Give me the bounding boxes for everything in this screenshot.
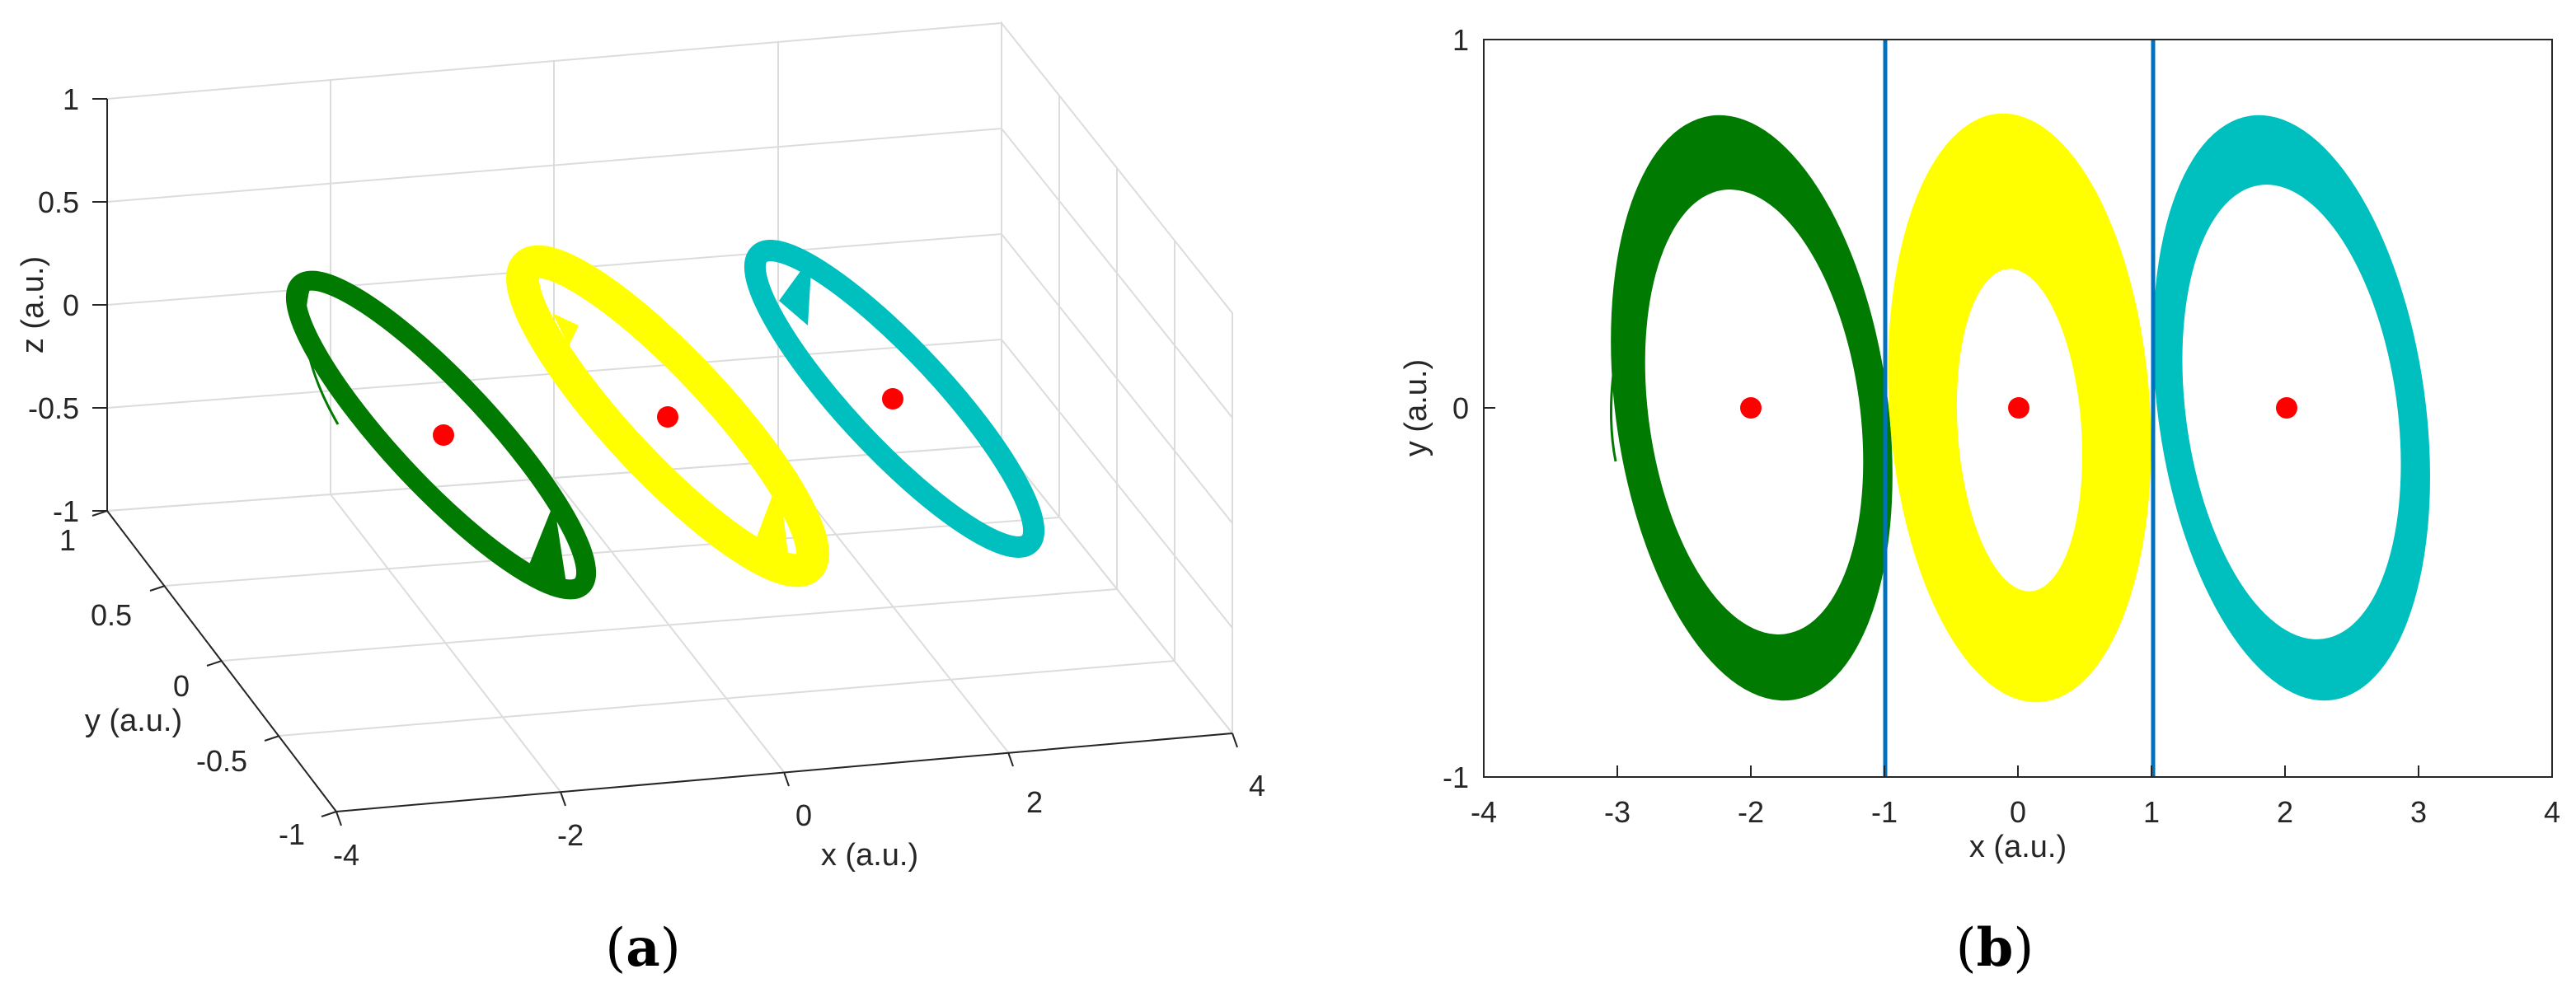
x-tick-label: 0 — [795, 798, 812, 832]
z-axis-label: z (a.u.) — [16, 256, 50, 353]
panel-a: 1 0.5 0 -0.5 -1 z (a.u.) 1 0.5 0 -0.5 -1… — [16, 21, 1265, 979]
z-tick-label: -1 — [53, 494, 79, 528]
equilibrium-point — [657, 406, 678, 428]
equilibrium-point — [882, 388, 903, 410]
x-tick-label: 2 — [2277, 795, 2293, 829]
y-tick-label: 0.5 — [91, 598, 132, 632]
panel-b: -4 -3 -2 -1 0 1 2 3 4 x (a.u.) 1 0 -1 y … — [1399, 23, 2560, 979]
y-tick-label: 1 — [59, 523, 76, 557]
y-axis-label: y (a.u.) — [1399, 359, 1433, 456]
x-tick-label: -3 — [1604, 795, 1631, 829]
y-tick-label: 1 — [1452, 23, 1469, 57]
y-axis-label: y (a.u.) — [85, 704, 182, 738]
panel-b-y-ticks: 1 0 -1 — [1443, 23, 1469, 794]
y-tick-label: -1 — [279, 817, 305, 851]
x-tick-label: -4 — [333, 838, 359, 872]
panel-b-equilibria — [1740, 397, 2297, 419]
panel-b-x-ticks: -4 -3 -2 -1 0 1 2 3 4 — [1471, 795, 2560, 829]
equilibrium-point — [2008, 397, 2029, 419]
x-tick-label: -4 — [1471, 795, 1497, 829]
x-axis-label: x (a.u.) — [821, 838, 918, 873]
x-tick-label: 3 — [2410, 795, 2427, 829]
z-tick-label: -0.5 — [28, 391, 79, 425]
panel-a-x-ticks: -4 -2 0 2 4 — [333, 769, 1265, 872]
equilibrium-point — [433, 424, 454, 446]
y-tick-label: -1 — [1443, 761, 1469, 794]
trajectory-cyan-3d — [744, 240, 1045, 558]
x-tick-label: -2 — [557, 818, 584, 852]
y-tick-label: -0.5 — [196, 744, 247, 778]
panel-a-trajectories — [285, 240, 1045, 600]
z-tick-label: 1 — [63, 82, 79, 116]
panel-a-z-ticks: 1 0.5 0 -0.5 -1 — [28, 82, 79, 528]
x-tick-label: -2 — [1738, 795, 1764, 829]
x-tick-label: 0 — [2010, 795, 2026, 829]
trajectory-green-transient — [1610, 345, 1619, 462]
panel-a-grid — [106, 21, 1234, 813]
z-tick-label: 0.5 — [38, 185, 79, 219]
x-tick-label: 4 — [1249, 769, 1265, 803]
equilibrium-point — [2276, 397, 2297, 419]
x-tick-label: 4 — [2544, 795, 2560, 829]
trajectory-green-3d — [285, 270, 597, 600]
x-tick-label: -1 — [1871, 795, 1898, 829]
x-tick-label: 2 — [1026, 785, 1043, 819]
x-axis-label: x (a.u.) — [1969, 830, 2067, 864]
x-tick-label: 1 — [2143, 795, 2160, 829]
trajectory-yellow-3d — [505, 245, 830, 587]
panel-a-axes — [91, 98, 1238, 826]
panel-a-y-ticks: 1 0.5 0 -0.5 -1 — [59, 523, 305, 851]
z-tick-label: 0 — [63, 288, 79, 322]
caption-a: (a) — [605, 917, 680, 979]
caption-b: (b) — [1956, 917, 2034, 979]
y-tick-label: 0 — [173, 669, 190, 703]
y-tick-label: 0 — [1452, 391, 1469, 425]
panel-b-plot-area — [1484, 40, 2552, 777]
panel-b-ticks — [1483, 39, 2553, 778]
panel-a-equilibria — [433, 388, 903, 446]
equilibrium-point — [1740, 397, 1762, 419]
